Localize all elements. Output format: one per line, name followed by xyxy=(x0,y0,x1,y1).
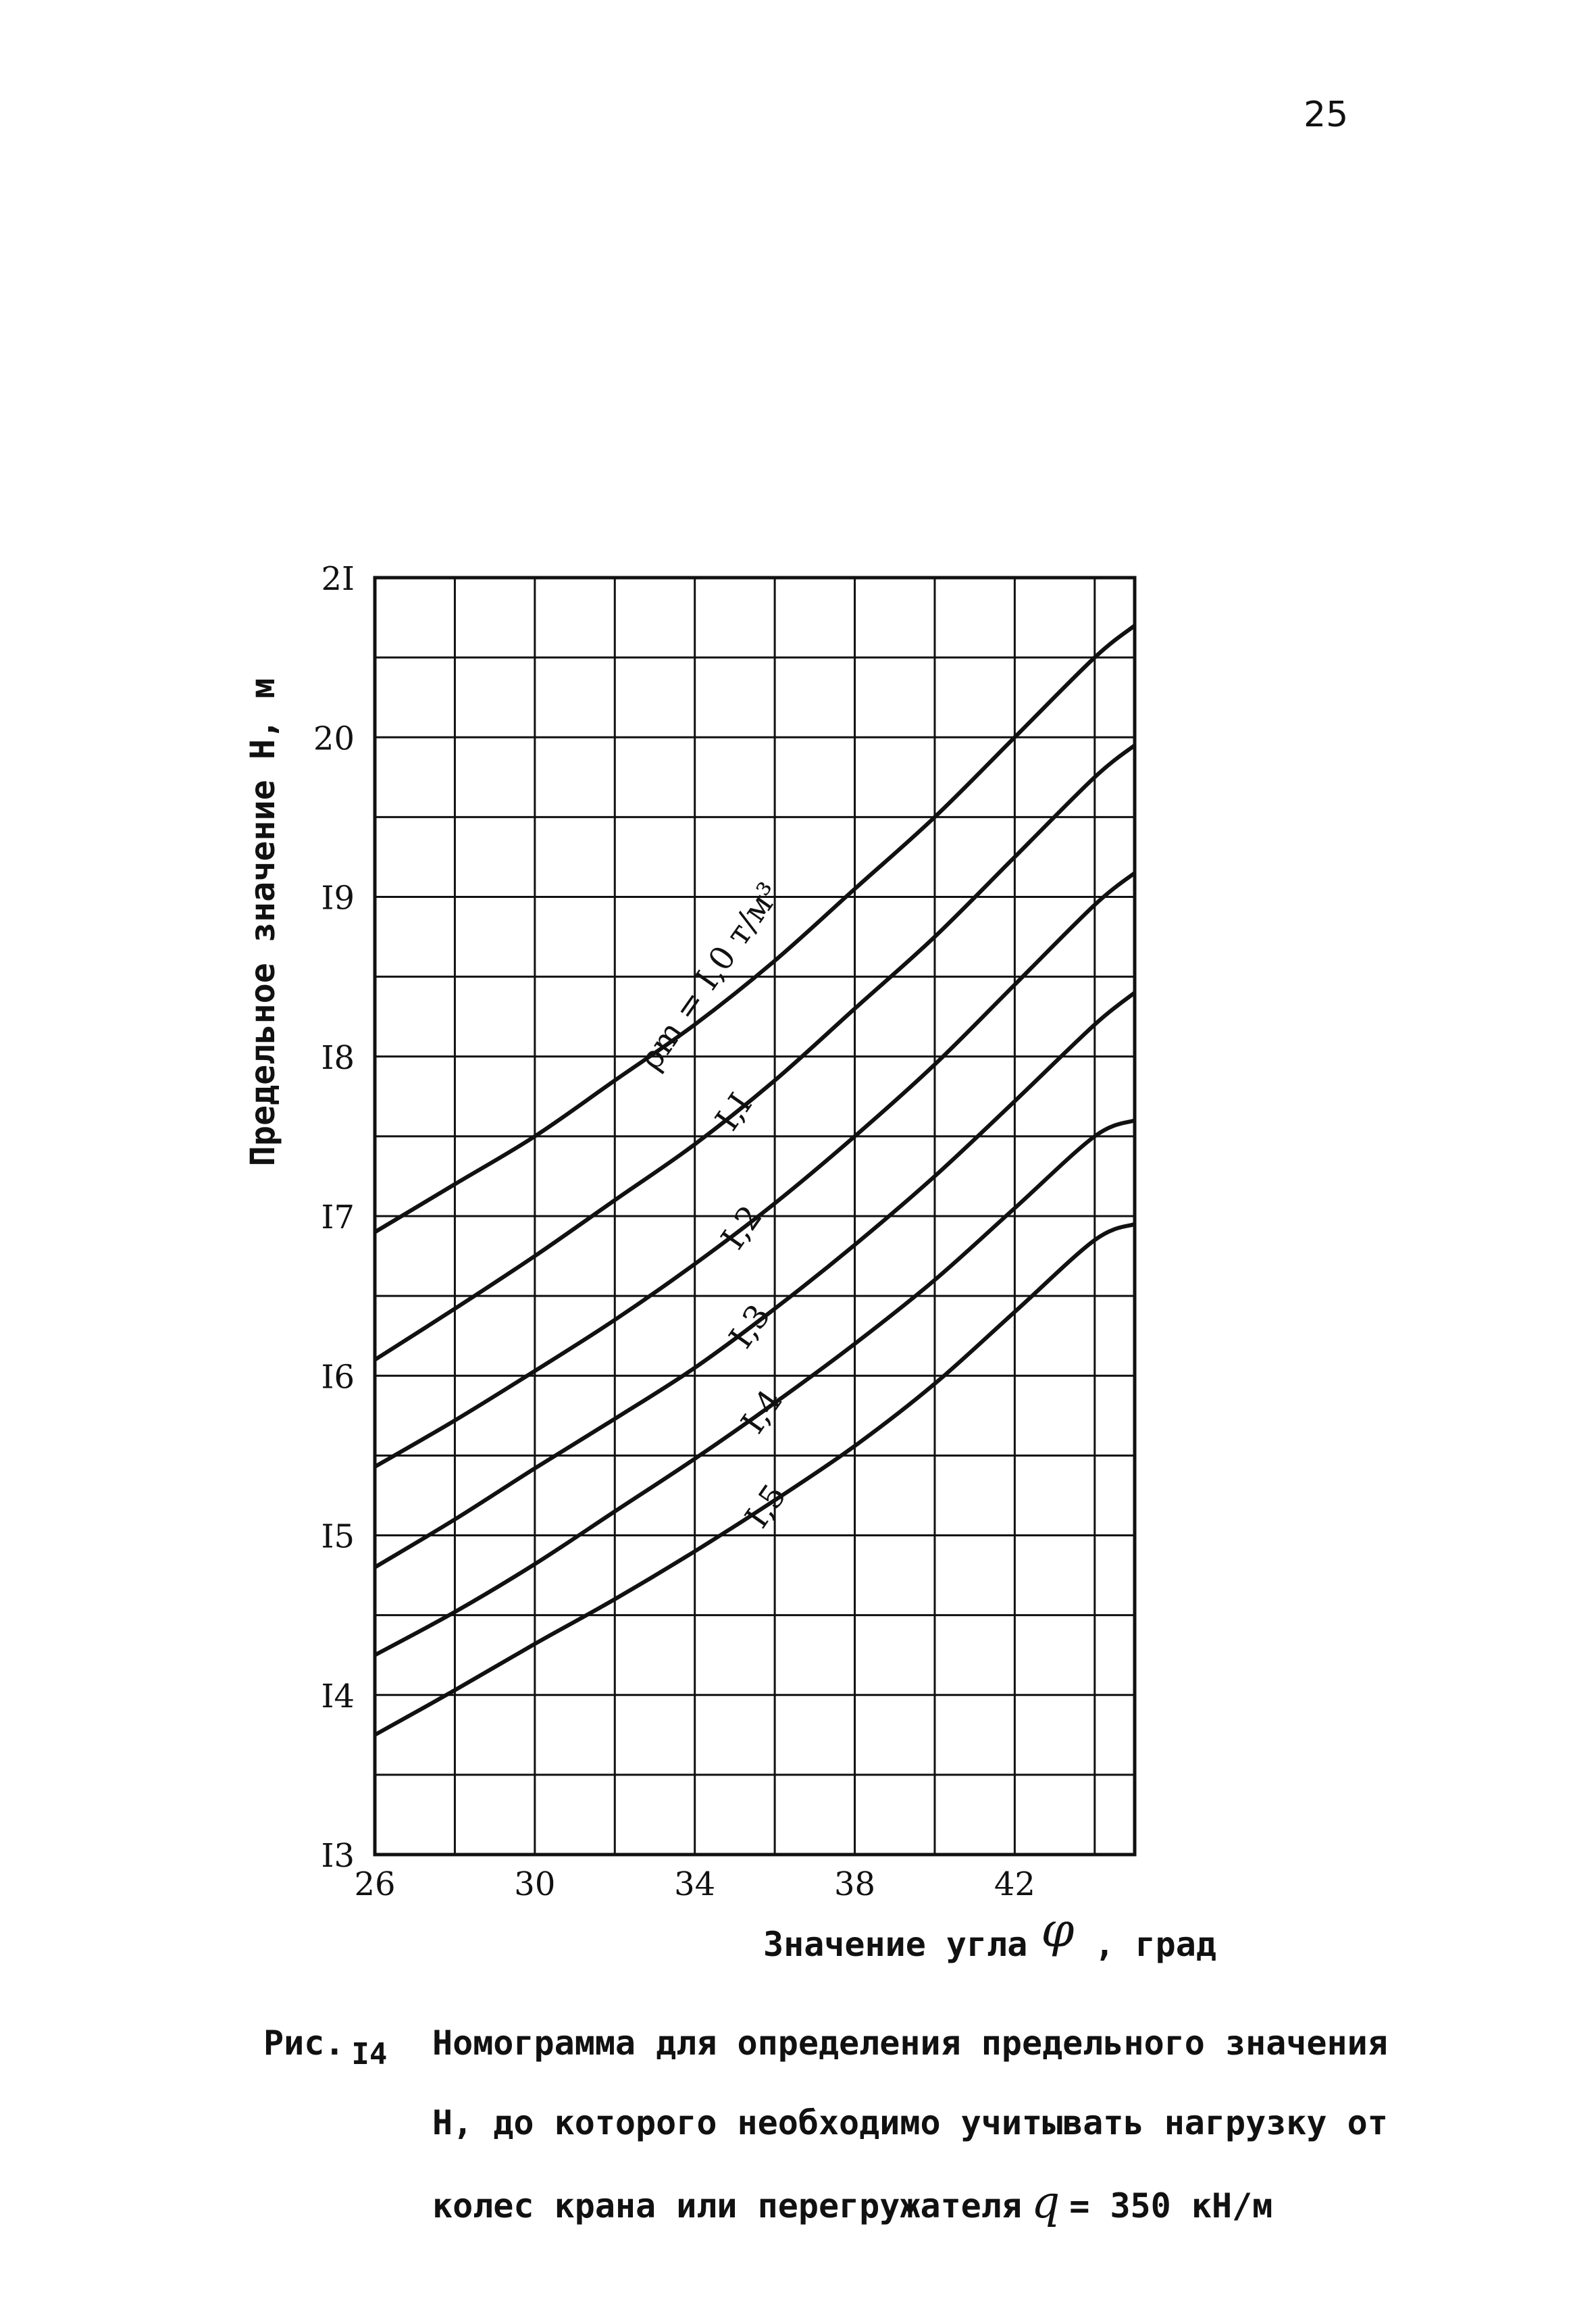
x-tick-label: 34 xyxy=(674,1865,715,1903)
caption-load-value: = 350 кН/м xyxy=(1069,2186,1273,2225)
caption-line-3-text: колес крана или перегружателя xyxy=(432,2186,1022,2225)
caption-line-3: колес крана или перегружателя q = 350 кН/м xyxy=(432,2163,1272,2246)
series-curve-3 xyxy=(374,871,1136,1469)
q-symbol: q xyxy=(1031,2176,1060,2228)
y-tick-label: I5 xyxy=(321,1518,355,1556)
phi-symbol: φ xyxy=(1041,1903,1075,1958)
x-axis-label-text: Значение угла xyxy=(763,1925,1028,1964)
x-axis-label: Значение угла φ , град xyxy=(763,1903,1216,1967)
caption-line-2: Н, до которого необходимо учитывать нагр… xyxy=(432,2103,1388,2142)
figure-number: I4 xyxy=(351,2037,388,2071)
figure-id: Рис. I4 xyxy=(263,2003,387,2085)
plot-frame xyxy=(373,576,1137,1857)
curve-label-5: I,4 xyxy=(734,1383,790,1440)
y-tick-label: 20 xyxy=(313,720,355,757)
series-curve-6 xyxy=(374,1222,1136,1737)
caption-line-1: Номограмма для определения предельного з… xyxy=(432,2023,1388,2063)
series-curve-1 xyxy=(374,624,1136,1234)
y-tick-label: 2I xyxy=(321,560,355,598)
chart-tick-labels: 26 30 34 38 42 I3 I4 I5 I6 I7 I8 I9 20 2I xyxy=(313,560,1035,1903)
y-axis-label: Предельное значение Н, м xyxy=(243,678,282,1167)
y-tick-label: I9 xyxy=(321,880,355,917)
x-tick-label: 42 xyxy=(994,1865,1035,1903)
x-axis-unit: , град xyxy=(1094,1925,1216,1964)
series-curve-5 xyxy=(374,1118,1136,1657)
page-number: 25 xyxy=(1304,95,1349,135)
x-tick-label: 26 xyxy=(354,1865,395,1903)
curve-label-3: I,2 xyxy=(714,1199,770,1256)
y-tick-label: I4 xyxy=(321,1678,355,1715)
x-tick-label: 38 xyxy=(834,1865,875,1903)
chart-series xyxy=(374,624,1136,1737)
curve-label-6: I,5 xyxy=(738,1478,794,1535)
y-tick-label: I7 xyxy=(321,1199,355,1236)
figure-prefix: Рис. xyxy=(263,2023,345,2063)
y-tick-label: I8 xyxy=(321,1039,355,1077)
curve-label-4: I,3 xyxy=(722,1298,778,1355)
y-tick-label: I3 xyxy=(321,1837,355,1875)
x-tick-label: 30 xyxy=(514,1865,555,1903)
series-curve-2 xyxy=(374,743,1136,1362)
series-curve-4 xyxy=(374,990,1136,1569)
y-tick-label: I6 xyxy=(321,1358,355,1396)
